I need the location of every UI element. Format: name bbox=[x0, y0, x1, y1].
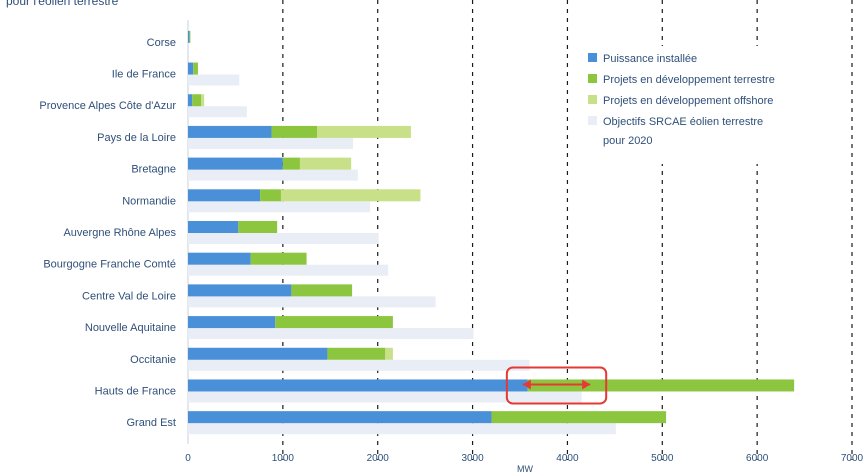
category-label: Occitanie bbox=[130, 354, 176, 366]
legend-label-line2: pour 2020 bbox=[603, 135, 653, 147]
bar-onshore bbox=[491, 411, 667, 424]
bar-target bbox=[188, 169, 358, 181]
bar-onshore bbox=[238, 221, 278, 233]
legend-label: Projets en développement terrestre bbox=[603, 74, 775, 86]
bar-target bbox=[188, 328, 474, 340]
bar-installed bbox=[188, 411, 492, 424]
category-label: Ile de France bbox=[112, 69, 176, 81]
bar-installed bbox=[188, 62, 194, 75]
chart-title-fragment: pour l'éolien terrestre bbox=[6, 0, 119, 8]
bar-installed bbox=[188, 94, 193, 107]
bar-offshore bbox=[201, 94, 205, 107]
bar-onshore bbox=[189, 30, 191, 43]
bar-target bbox=[188, 359, 530, 371]
bar-installed bbox=[188, 125, 272, 138]
category-labels: Corse Ile de France Provence Alpes Côte d'… bbox=[39, 37, 176, 429]
legend-label: Projets en développement offshore bbox=[603, 95, 773, 107]
bar-target bbox=[188, 233, 379, 244]
bar-offshore bbox=[385, 347, 393, 360]
bar-onshore bbox=[250, 252, 307, 265]
bar-target bbox=[188, 137, 354, 149]
bar-offshore bbox=[280, 189, 421, 202]
legend: Puissance installée Projets en développem… bbox=[578, 46, 830, 164]
bar-installed bbox=[188, 284, 292, 297]
bar-onshore bbox=[260, 189, 281, 202]
bar-onshore bbox=[271, 125, 318, 138]
bar-installed bbox=[188, 221, 239, 233]
bar-target bbox=[188, 264, 389, 276]
highlight-arrow-right-head bbox=[582, 379, 591, 390]
bar-installed bbox=[188, 252, 251, 265]
x-tick-label: 6000 bbox=[746, 453, 769, 464]
bar-onshore bbox=[275, 316, 393, 329]
category-label: Normandie bbox=[122, 195, 176, 207]
legend-swatch bbox=[588, 116, 597, 125]
highlight-box bbox=[505, 366, 608, 405]
legend-swatch bbox=[588, 74, 597, 83]
bars bbox=[188, 30, 795, 435]
bar-installed bbox=[188, 316, 276, 329]
category-label: Provence Alpes Côte d'Azur bbox=[39, 100, 176, 112]
bar-onshore bbox=[527, 379, 795, 392]
x-tick-label: 2000 bbox=[367, 453, 390, 464]
bar-target bbox=[188, 391, 582, 403]
bar-onshore bbox=[193, 62, 198, 75]
highlight-annotation bbox=[505, 366, 608, 405]
category-label: Bretagne bbox=[131, 164, 176, 176]
bar-onshore bbox=[282, 157, 300, 170]
x-tick-label: 0 bbox=[185, 453, 191, 464]
legend-background bbox=[578, 46, 830, 164]
bar-target bbox=[188, 74, 240, 86]
legend-label: Puissance installée bbox=[603, 53, 697, 65]
bar-onshore bbox=[192, 94, 202, 107]
bar-target bbox=[188, 296, 436, 308]
bar-offshore bbox=[317, 125, 411, 138]
bar-target bbox=[188, 106, 247, 118]
category-label: Corse bbox=[147, 37, 176, 49]
category-label: Auvergne Rhône Alpes bbox=[63, 227, 176, 239]
bar-installed bbox=[188, 30, 190, 43]
x-tick-label: 5000 bbox=[651, 453, 674, 464]
x-tick-label: 7000 bbox=[841, 453, 864, 464]
bar-target bbox=[188, 423, 616, 435]
category-label: Nouvelle Aquitaine bbox=[85, 322, 176, 334]
x-tick-label: 3000 bbox=[461, 453, 484, 464]
category-label: Centre Val de Loire bbox=[82, 290, 176, 302]
bar-onshore bbox=[291, 284, 353, 297]
x-tick-label: 4000 bbox=[556, 453, 579, 464]
legend-swatch bbox=[588, 95, 597, 104]
category-label: Hauts de France bbox=[95, 385, 176, 397]
bar-target bbox=[188, 201, 371, 213]
category-label: Bourgogne Franche Comté bbox=[43, 259, 176, 271]
x-tick-labels: 0 1000 2000 3000 4000 5000 6000 7000 bbox=[185, 453, 863, 464]
bar-offshore bbox=[299, 157, 352, 170]
legend-swatch bbox=[588, 53, 597, 62]
x-axis-unit: MW bbox=[517, 464, 533, 473]
bar-installed bbox=[188, 189, 261, 202]
category-label: Pays de la Loire bbox=[97, 132, 176, 144]
category-label: Grand Est bbox=[126, 417, 176, 429]
bar-installed bbox=[188, 157, 283, 170]
x-tick-label: 1000 bbox=[272, 453, 295, 464]
bar-installed bbox=[188, 347, 328, 360]
bar-onshore bbox=[327, 347, 386, 360]
legend-label: Objectifs SRCAE éolien terrestre bbox=[603, 116, 763, 128]
highlight-arrow-left-head bbox=[522, 379, 531, 390]
bar-installed bbox=[188, 379, 528, 392]
